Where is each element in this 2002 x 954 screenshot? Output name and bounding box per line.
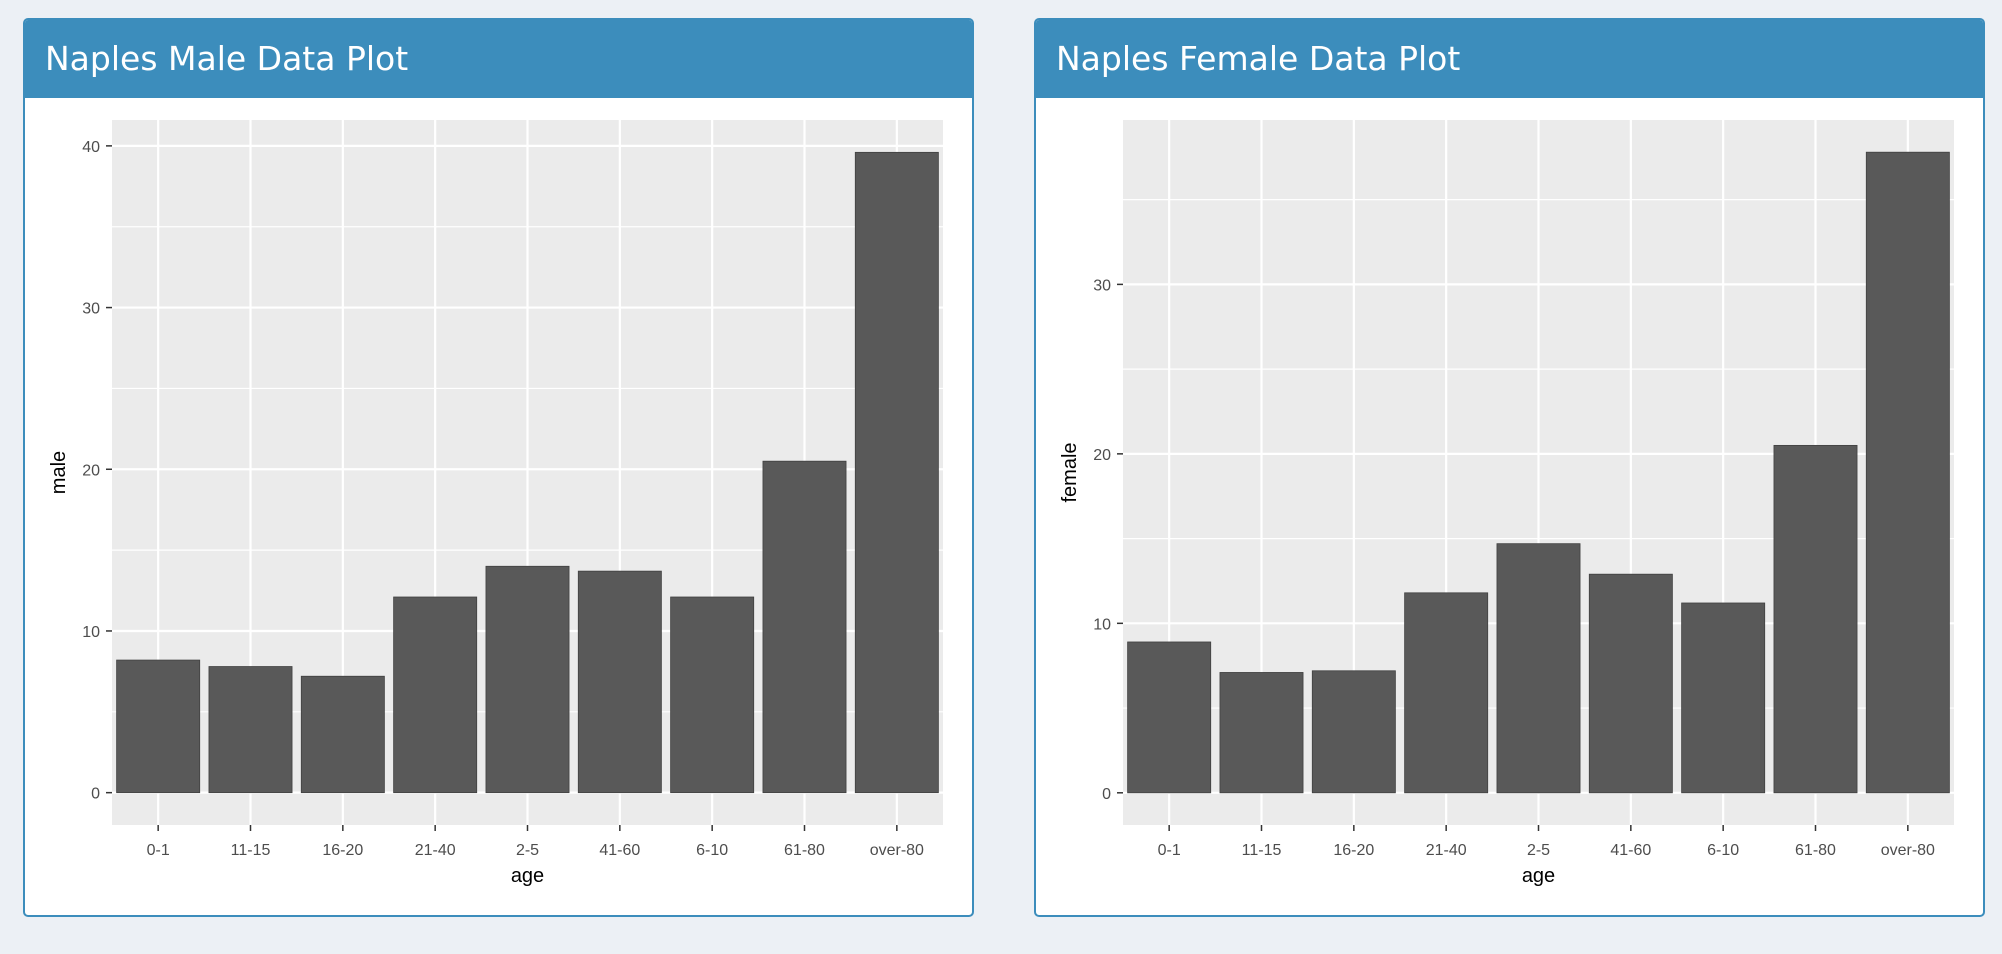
y-axis-title: male — [48, 451, 70, 494]
y-axis-title: female — [1059, 442, 1081, 502]
bar — [300, 675, 385, 794]
x-tick-label: 2-5 — [516, 842, 539, 859]
x-tick-label: 61-80 — [784, 842, 825, 859]
x-tick-label: 2-5 — [1527, 842, 1550, 859]
x-axis-title: age — [1522, 865, 1555, 887]
y-tick-label: 10 — [82, 624, 100, 641]
y-tick-label: 40 — [82, 139, 100, 156]
x-tick-label: 41-60 — [599, 842, 640, 859]
y-tick-label: 30 — [1093, 277, 1111, 294]
bar — [1588, 573, 1673, 794]
x-tick-label: 11-15 — [231, 842, 271, 859]
female-chart-box: Naples Female Data Plot 0 10 20 30 0-1 11-15 1… — [1034, 18, 1985, 917]
bar — [1219, 672, 1304, 794]
y-tick-label: 20 — [82, 462, 100, 479]
x-tick-label: 61-80 — [1795, 842, 1836, 859]
x-tick-label: 0-1 — [147, 842, 170, 859]
bar — [393, 596, 478, 794]
x-tick-label: 6-10 — [696, 842, 728, 859]
x-axis-title: age — [511, 865, 544, 887]
bar — [1404, 592, 1489, 794]
x-tick-label: 0-1 — [1158, 842, 1181, 859]
x-tick-label: 21-40 — [1426, 842, 1467, 859]
y-tick-label: 0 — [91, 786, 100, 803]
male-chart-box: Naples Male Data Plot 0 10 20 30 40 0-1 11-15 1… — [23, 18, 974, 917]
y-tick-label: 10 — [1093, 616, 1111, 633]
x-tick-label: 21-40 — [415, 842, 456, 859]
bar — [1865, 151, 1950, 794]
box-title: Naples Female Data Plot — [1036, 20, 1983, 98]
x-tick-label: 41-60 — [1610, 842, 1651, 859]
male-bar-chart: 0 10 20 30 40 0-1 11-15 16-20 21-40 2-5 41-60 6-10 6… — [48, 120, 943, 887]
y-tick-label: 0 — [1102, 786, 1111, 803]
x-tick-label: 16-20 — [1333, 842, 1374, 859]
female-bar-chart: 0 10 20 30 0-1 11-15 16-20 21-40 2-5 41-60 6-10 61-… — [1059, 120, 1954, 887]
box-title: Naples Male Data Plot — [25, 20, 972, 98]
bar — [1681, 602, 1766, 794]
bar — [1311, 670, 1396, 794]
bar — [670, 596, 755, 794]
x-tick-label: over-80 — [870, 842, 924, 859]
bar — [485, 565, 570, 794]
bar — [1127, 641, 1212, 794]
y-tick-label: 20 — [1093, 447, 1111, 464]
bar — [1773, 444, 1858, 794]
x-tick-label: over-80 — [1881, 842, 1935, 859]
bar — [116, 659, 201, 794]
x-tick-label: 16-20 — [322, 842, 363, 859]
bar — [577, 570, 662, 794]
bar — [762, 460, 847, 794]
x-tick-label: 11-15 — [1242, 842, 1282, 859]
x-tick-label: 6-10 — [1707, 842, 1739, 859]
y-tick-label: 30 — [82, 301, 100, 318]
bar — [208, 666, 293, 794]
bar — [1496, 543, 1581, 794]
bar — [854, 151, 939, 794]
